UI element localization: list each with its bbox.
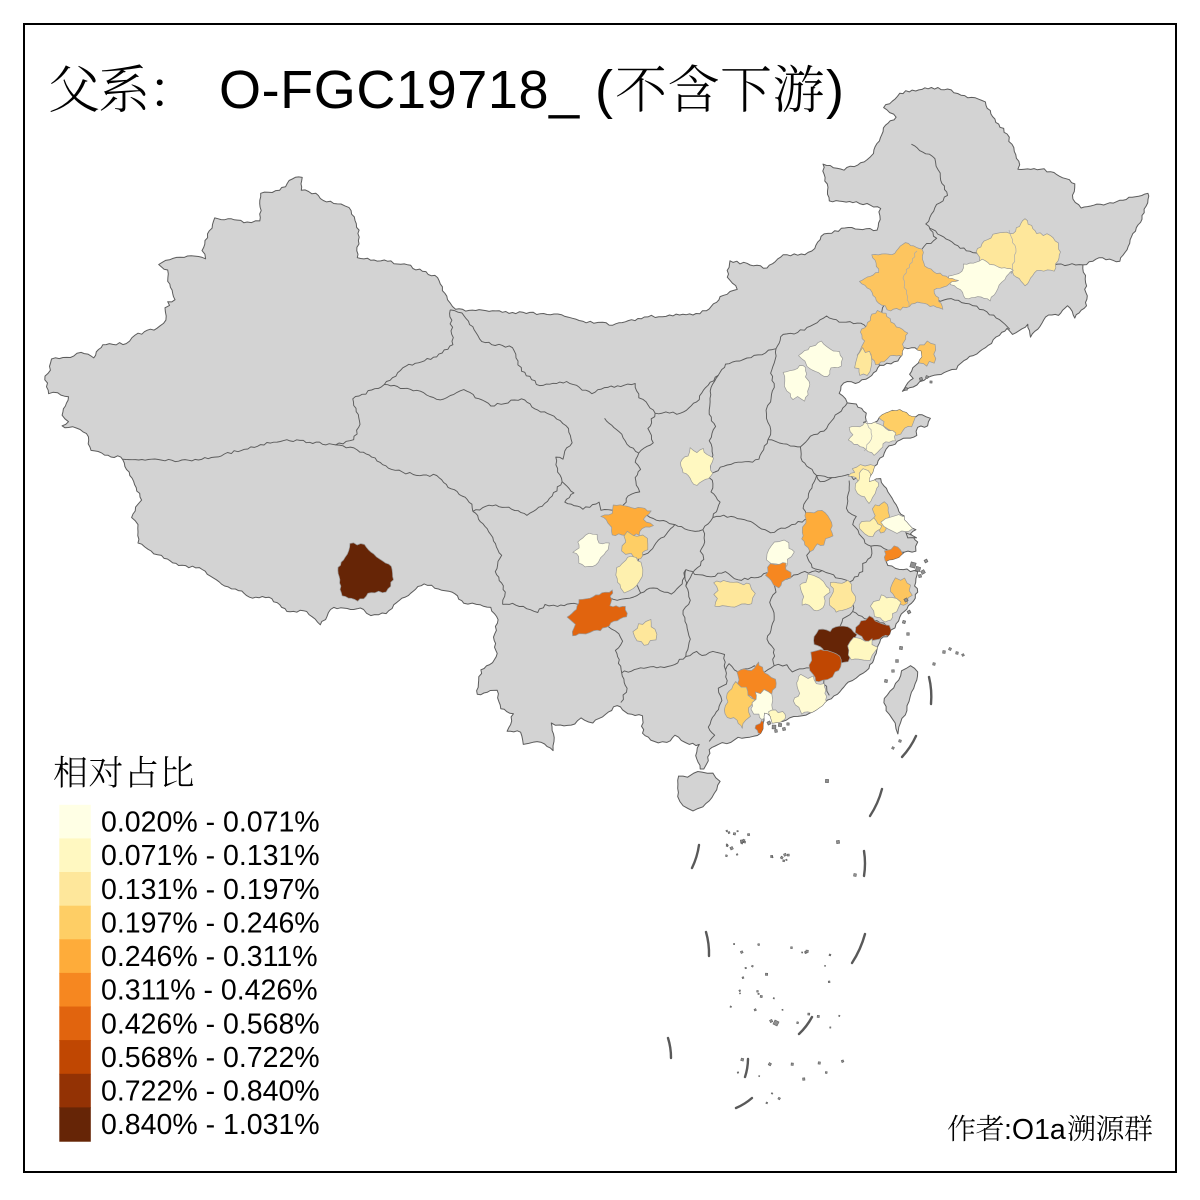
- svg-text:0.131% - 0.197%: 0.131% - 0.197%: [101, 874, 320, 906]
- svg-text::O1a: :O1a: [1004, 1114, 1066, 1146]
- svg-text:0.568% - 0.722%: 0.568% - 0.722%: [101, 1042, 320, 1074]
- svg-text:0.722% - 0.840%: 0.722% - 0.840%: [101, 1076, 320, 1108]
- svg-text:0.311% - 0.426%: 0.311% - 0.426%: [101, 975, 318, 1007]
- svg-text:(: (: [595, 60, 613, 120]
- svg-text:0.197% - 0.246%: 0.197% - 0.246%: [101, 908, 320, 940]
- svg-text:O-FGC19718_: O-FGC19718_: [219, 60, 580, 120]
- svg-text:0.071% - 0.131%: 0.071% - 0.131%: [101, 840, 320, 872]
- svg-text:0.020% - 0.071%: 0.020% - 0.071%: [101, 807, 320, 839]
- svg-text:0.426% - 0.568%: 0.426% - 0.568%: [101, 1008, 320, 1040]
- svg-text:0.246% - 0.311%: 0.246% - 0.311%: [101, 941, 318, 973]
- svg-text:0.840% - 1.031%: 0.840% - 1.031%: [101, 1109, 320, 1141]
- svg-text:): ): [826, 60, 844, 120]
